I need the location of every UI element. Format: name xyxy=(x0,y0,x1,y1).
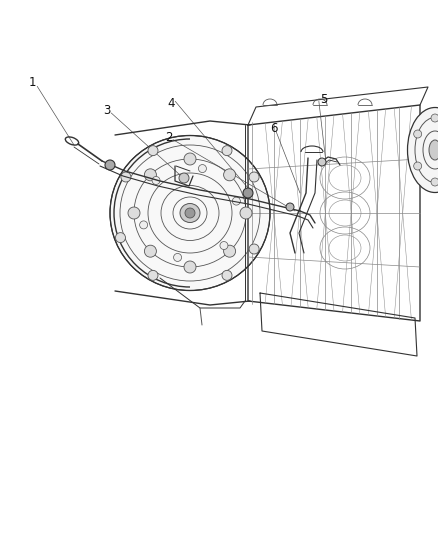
Circle shape xyxy=(116,232,125,243)
Circle shape xyxy=(249,172,259,182)
Ellipse shape xyxy=(185,208,195,218)
Circle shape xyxy=(431,178,438,186)
Ellipse shape xyxy=(407,108,438,192)
Circle shape xyxy=(233,197,240,205)
Circle shape xyxy=(286,203,294,211)
Circle shape xyxy=(184,261,196,273)
Text: 6: 6 xyxy=(270,123,278,135)
Circle shape xyxy=(128,207,140,219)
Circle shape xyxy=(223,245,236,257)
Circle shape xyxy=(173,253,182,261)
Text: 2: 2 xyxy=(165,131,173,144)
Ellipse shape xyxy=(110,135,270,290)
Circle shape xyxy=(184,153,196,165)
Circle shape xyxy=(145,169,156,181)
Circle shape xyxy=(152,176,160,184)
Text: 3: 3 xyxy=(104,104,111,117)
Circle shape xyxy=(148,146,158,156)
Ellipse shape xyxy=(180,204,200,222)
Circle shape xyxy=(240,207,252,219)
Circle shape xyxy=(318,158,326,166)
Circle shape xyxy=(222,270,232,280)
Text: 1: 1 xyxy=(29,76,37,89)
Circle shape xyxy=(223,169,236,181)
Circle shape xyxy=(413,130,422,138)
Circle shape xyxy=(148,270,158,280)
Circle shape xyxy=(121,172,131,182)
Text: 5: 5 xyxy=(321,93,328,106)
Circle shape xyxy=(145,245,156,257)
Text: 4: 4 xyxy=(167,98,175,110)
Circle shape xyxy=(431,114,438,122)
Circle shape xyxy=(249,244,259,254)
Circle shape xyxy=(222,146,232,156)
Circle shape xyxy=(198,165,206,173)
Circle shape xyxy=(179,173,189,183)
Circle shape xyxy=(220,241,228,249)
Circle shape xyxy=(413,162,422,170)
Circle shape xyxy=(105,160,115,170)
Ellipse shape xyxy=(429,140,438,160)
Circle shape xyxy=(243,188,253,198)
Circle shape xyxy=(140,221,148,229)
